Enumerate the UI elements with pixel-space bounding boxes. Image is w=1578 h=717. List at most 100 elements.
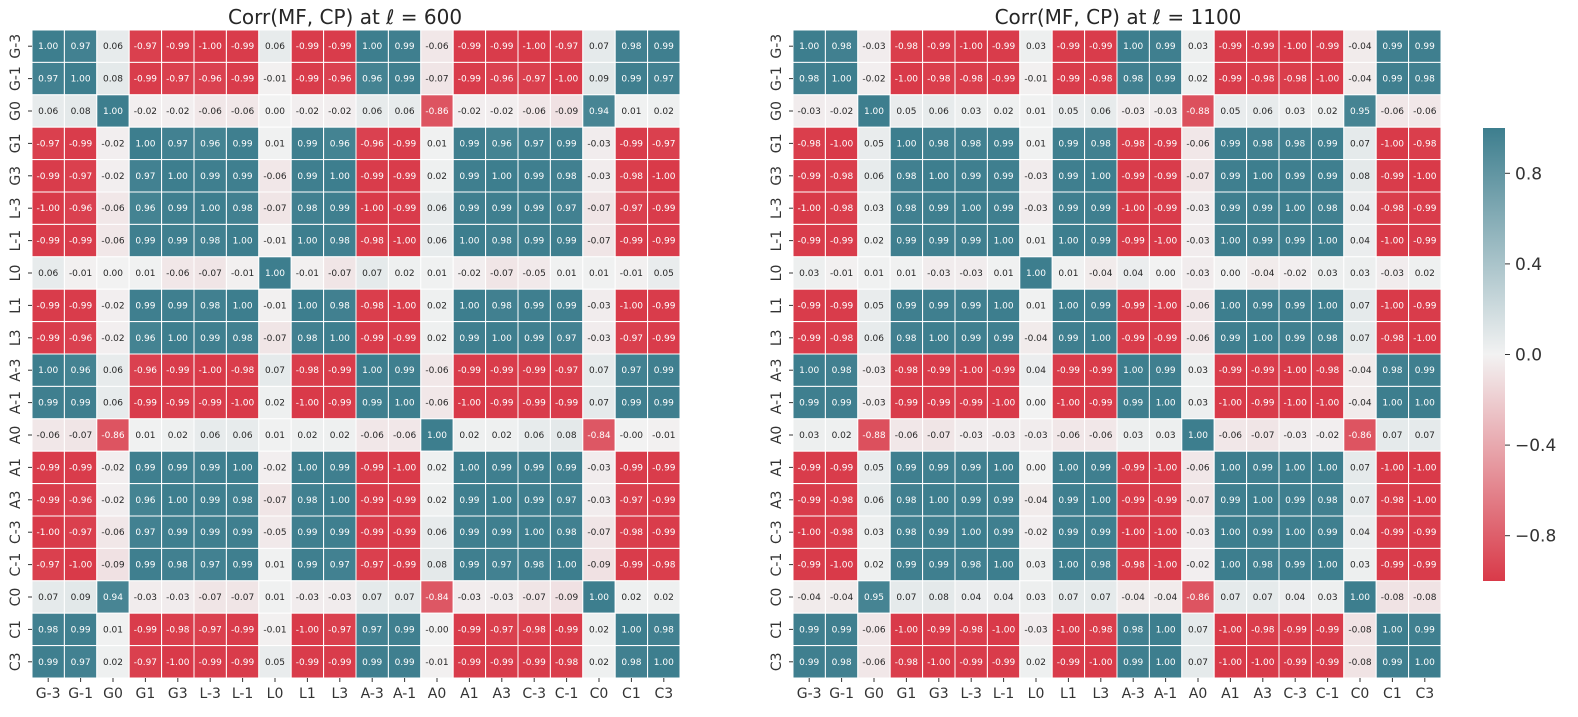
heatmap-cell — [614, 321, 649, 355]
cell-value-label: -0.97 — [652, 139, 675, 149]
cell-value-label: 0.07 — [1188, 625, 1208, 635]
cell-value-label: -0.97 — [490, 625, 513, 635]
cell-value-label: -0.06 — [1057, 431, 1081, 441]
cell-value-label: -0.99 — [1089, 42, 1113, 52]
heatmap-cell — [824, 159, 859, 193]
cell-value-label: 1.00 — [654, 658, 674, 668]
heatmap-cell — [355, 256, 389, 290]
cell-value-label: 0.00 — [1026, 399, 1046, 409]
cell-value-label: -0.03 — [587, 139, 610, 149]
cell-value-label: 1.00 — [929, 172, 949, 182]
cell-value-label: -0.99 — [458, 625, 482, 635]
cell-value-label: 0.95 — [1350, 107, 1370, 117]
cell-value-label: 0.99 — [168, 463, 188, 473]
heatmap-cell — [647, 353, 681, 387]
heatmap-cell — [452, 353, 487, 387]
cell-value-label: 0.05 — [864, 463, 884, 473]
heatmap-cell — [485, 191, 519, 225]
heatmap-cell — [614, 483, 649, 517]
cell-value-label: 0.98 — [1285, 139, 1305, 149]
cell-value-label: -0.99 — [296, 42, 320, 52]
heatmap-cell — [1116, 450, 1150, 485]
heatmap-cell — [1019, 547, 1053, 582]
heatmap-cell — [647, 191, 681, 225]
heatmap-cell — [1246, 223, 1280, 258]
heatmap-cell — [290, 385, 325, 420]
heatmap-cell — [1375, 580, 1410, 614]
y-tick-label: C-1 — [769, 553, 785, 577]
cell-value-label: -0.96 — [69, 334, 93, 344]
cell-value-label: -0.99 — [393, 561, 417, 571]
cell-value-label: 0.99 — [961, 496, 981, 506]
heatmap-cell — [1019, 385, 1053, 420]
cell-value-label: -0.98 — [798, 139, 822, 149]
cell-value-label: 1.00 — [297, 463, 317, 473]
heatmap-cell — [1148, 29, 1183, 63]
cell-value-label: 0.99 — [1285, 237, 1305, 247]
y-tick-label: C0 — [8, 588, 24, 607]
cell-value-label: -0.02 — [263, 463, 286, 473]
cell-value-label: -0.99 — [1413, 237, 1437, 247]
cell-value-label: -0.07 — [69, 431, 92, 441]
heatmap-cell — [647, 288, 681, 323]
heatmap-cell — [128, 483, 163, 517]
y-tick-label: A3 — [8, 491, 24, 509]
cell-value-label: -0.99 — [393, 172, 417, 182]
cell-value-label: 0.99 — [1253, 528, 1273, 538]
heatmap-cell — [986, 612, 1021, 647]
cell-value-label: 0.02 — [168, 431, 188, 441]
cell-value-label: 0.98 — [330, 237, 350, 247]
cell-value-label: -0.99 — [1057, 75, 1081, 85]
cell-value-label: 1.00 — [330, 334, 350, 344]
cell-value-label: 0.01 — [896, 269, 916, 279]
cell-value-label: -0.97 — [69, 528, 92, 538]
heatmap-cell — [193, 547, 227, 582]
cell-value-label: 0.98 — [896, 496, 916, 506]
heatmap-cell — [1343, 483, 1377, 517]
heatmap-cell — [1343, 29, 1377, 63]
cell-value-label: 0.98 — [929, 139, 949, 149]
cell-value-label: 0.98 — [799, 75, 819, 85]
heatmap-cell — [1278, 450, 1312, 485]
cell-value-label: -1.00 — [1284, 42, 1308, 52]
heatmap-cell — [193, 385, 227, 420]
heatmap-cell — [452, 515, 487, 549]
cell-value-label: 0.99 — [492, 528, 512, 538]
cell-value-label: 1.00 — [1285, 463, 1305, 473]
cell-value-label: -0.03 — [862, 42, 885, 52]
heatmap-cell — [161, 450, 195, 485]
cell-value-label: -1.00 — [37, 204, 61, 214]
cell-value-label: 1.00 — [1220, 561, 1240, 571]
cell-value-label: -0.06 — [361, 431, 385, 441]
heatmap-cell — [225, 418, 260, 452]
cell-value-label: 0.99 — [1091, 237, 1111, 247]
cell-value-label: -0.99 — [798, 237, 822, 247]
cell-value-label: 1.00 — [1220, 463, 1240, 473]
heatmap-cell — [1343, 321, 1377, 355]
heatmap-cell — [1051, 515, 1086, 549]
heatmap-cell — [1148, 256, 1183, 290]
cell-value-label: 0.03 — [1026, 593, 1046, 603]
heatmap-cell — [647, 645, 681, 679]
heatmap-cell — [1375, 61, 1410, 96]
cell-value-label: 0.99 — [1220, 139, 1240, 149]
cell-value-label: 1.00 — [297, 237, 317, 247]
heatmap-cell — [517, 547, 551, 582]
cell-value-label: -0.04 — [1122, 593, 1146, 603]
cell-value-label: 0.08 — [929, 593, 949, 603]
cell-value-label: -0.98 — [1413, 139, 1437, 149]
heatmap-cell — [1408, 353, 1442, 387]
cell-value-label: -0.06 — [1089, 431, 1113, 441]
cell-value-label: -0.05 — [263, 528, 286, 538]
cell-value-label: 0.99 — [71, 399, 91, 409]
cell-value-label: 0.98 — [1091, 139, 1111, 149]
cell-value-label: 0.03 — [864, 528, 884, 538]
x-tick-label: G3 — [168, 686, 188, 702]
cell-value-label: -1.00 — [1316, 399, 1340, 409]
heatmap-cell — [986, 353, 1021, 387]
heatmap-cell — [922, 61, 956, 96]
cell-value-label: -0.99 — [1122, 334, 1146, 344]
cell-value-label: 1.00 — [330, 172, 350, 182]
cell-value-label: -0.99 — [361, 528, 385, 538]
